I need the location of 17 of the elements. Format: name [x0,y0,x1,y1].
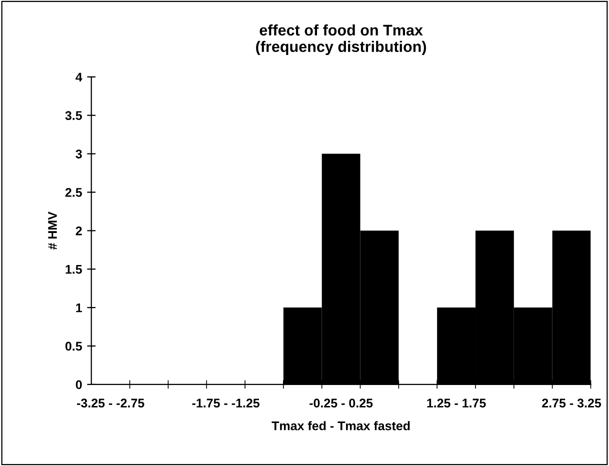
y-tick-label: 1 [76,303,82,312]
x-tick-label: 1.25 - 1.75 [427,398,486,408]
y-tick-label: 0 [76,380,82,390]
y-tick-label: 4 [76,72,82,82]
x-tick-label: -3.25 - -2.75 [77,398,144,408]
y-tick-label: 0.5 [65,342,82,351]
y-axis-title: # HMV [48,212,57,250]
y-tick-label: 3 [76,150,82,158]
y-tick-label: 1.5 [66,265,82,274]
y-tick-label: 2 [76,226,82,236]
y-tick-label: 3.5 [65,111,82,120]
x-axis-title: Tmax fed - Tmax fasted [272,421,410,430]
x-tick-label: 2.75 - 3.25 [542,398,602,408]
chart-title: effect of food on Tmax (frequency distribution) [256,24,426,56]
y-tick-label: 2.5 [65,188,82,197]
x-tick-label: -1.75 - -1.25 [192,398,260,408]
x-tick-label: -0.25 - 0.25 [310,398,373,408]
